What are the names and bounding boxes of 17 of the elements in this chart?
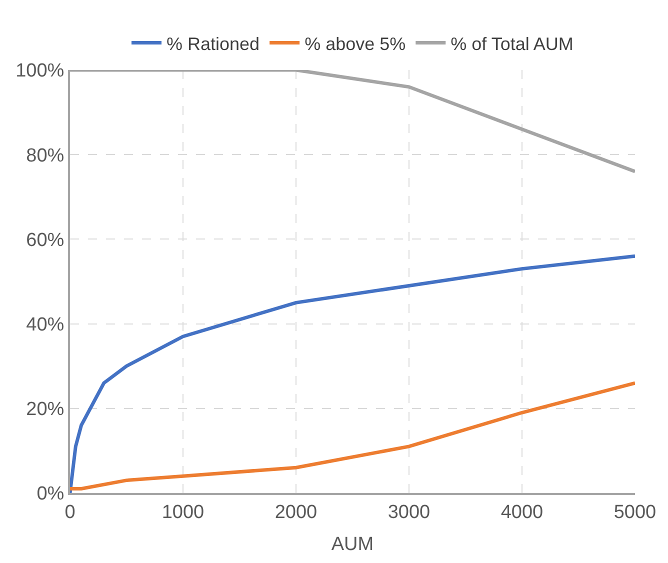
y-tick-label: 100%: [16, 60, 64, 82]
x-tick-label: 4000: [500, 502, 544, 523]
y-tick-label: 0%: [36, 484, 64, 505]
x-tick-label: 3000: [388, 502, 430, 523]
y-tick-label: 80%: [26, 145, 64, 166]
y-tick-label: 60%: [26, 230, 64, 251]
legend-label: % of Total AUM: [450, 34, 574, 54]
y-tick-label: 40%: [26, 314, 64, 336]
legend-label: % Rationed: [166, 34, 260, 54]
line-series: [70, 381, 635, 491]
x-tick-label: 2000: [274, 502, 318, 523]
x-tick-label: 0: [64, 502, 76, 523]
legend-label: % above 5%: [304, 34, 406, 54]
x-tick-label: 1000: [162, 502, 204, 523]
x-tick-label: 5000: [614, 502, 656, 523]
y-tick-label: 20%: [26, 399, 64, 420]
x-axis-title: AUM: [331, 534, 374, 556]
